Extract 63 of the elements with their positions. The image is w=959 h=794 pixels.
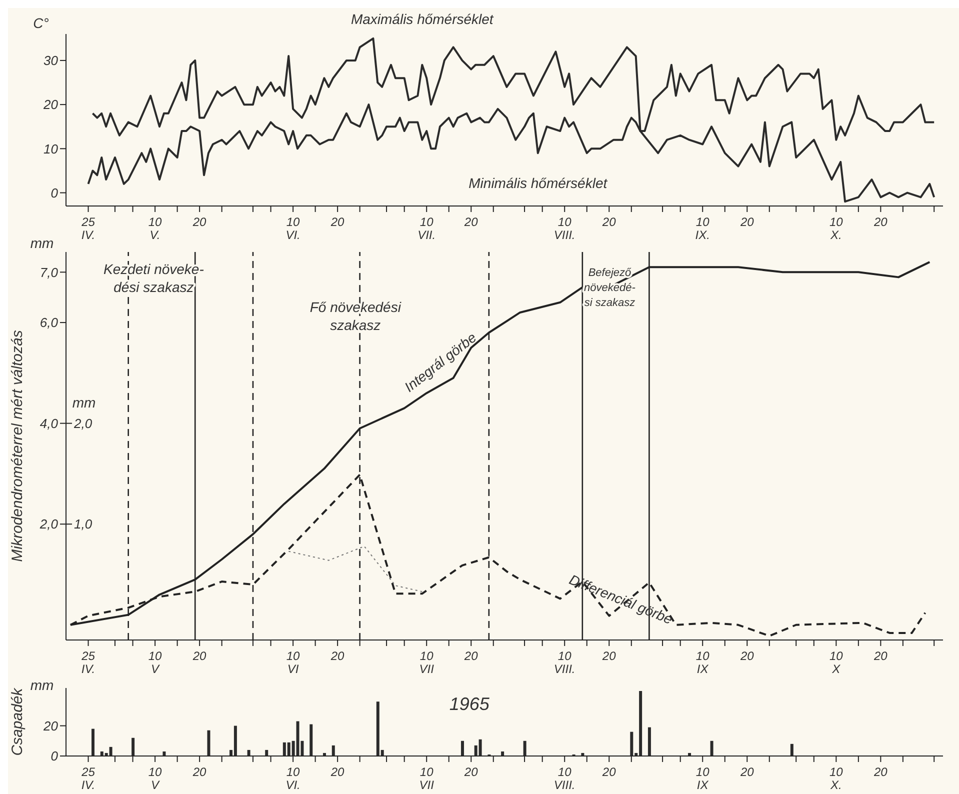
x-tick-label: 10 VI. (286, 215, 300, 242)
y-tick-label: 0 (50, 748, 59, 764)
y-tick-label: 7,0 (40, 264, 59, 280)
x-tick-label: 10 VII (419, 649, 435, 676)
text: mm (30, 677, 54, 693)
x-tick-label: 25 IV. (80, 649, 96, 676)
x-tick-label: 20 (872, 765, 888, 779)
x-tick-label: 20 (192, 765, 207, 779)
x-tick-label: 10 IX (696, 765, 710, 792)
y-axis-title: C° (33, 15, 50, 31)
x-tick-label: 25 IV. (80, 765, 96, 792)
x-tick-label: 20 (601, 765, 616, 779)
y-axis-title: Csapadék (9, 686, 26, 756)
x-tick-label: 10 X. (829, 215, 844, 242)
x-tick-label: 10 VI (286, 649, 300, 676)
y-tick-label: 6,0 (40, 315, 59, 330)
x-tick-label: 20 (463, 649, 478, 663)
x-tick-label: 10 VIII. (554, 765, 576, 792)
y2-tick-label: 1,0 (74, 516, 93, 532)
y-tick-label: 4,0 (40, 416, 59, 431)
y-tick-label: 20 (42, 97, 59, 112)
x-tick-label: 10 X (829, 649, 844, 676)
x-tick-label: 10 VIII. (554, 215, 576, 242)
y-tick-label: 20 (42, 718, 59, 734)
x-tick-label: 10 VI. (286, 765, 300, 792)
x-tick-label: 20 (872, 649, 888, 663)
y-axis-title: Mikrodendrométerrel mért változás (9, 330, 26, 562)
x-tick-label: 20 (192, 649, 207, 663)
x-tick-label: 20 (330, 649, 345, 663)
x-tick-label: 10 VIII. (554, 649, 576, 676)
x-tick-label: 20 (330, 765, 345, 779)
x-tick-label: 10 X. (829, 765, 844, 792)
annotation: Befejező növekedé- si szakasz (584, 267, 636, 309)
x-tick-label: 20 (463, 215, 478, 229)
x-tick-label: 10 VII (419, 765, 435, 792)
x-tick-label: 20 (739, 215, 754, 229)
y-tick-label: 0 (50, 185, 59, 200)
y-tick-label: 10 (44, 141, 59, 156)
series-label: Maximális hőmérséklet (350, 11, 494, 27)
x-tick-label: 20 (739, 649, 754, 663)
annotation: 1965 (449, 694, 490, 714)
text: mm (30, 235, 54, 251)
annotation: Fő növekedési szakasz (310, 299, 402, 333)
x-tick-label: 20 (601, 215, 616, 229)
y-tick-label: 30 (44, 53, 59, 68)
x-tick-label: 10 V (148, 649, 162, 676)
y2-tick-label: 2,0 (73, 416, 93, 431)
x-tick-label: 20 (330, 215, 345, 229)
x-tick-label: 10 IX (696, 649, 710, 676)
x-tick-label: 20 (872, 215, 888, 229)
x-tick-label: 10 VII. (418, 215, 436, 242)
line-series (288, 546, 423, 592)
y2-axis-title: mm (72, 394, 96, 410)
x-tick-label: 25 IV. (80, 215, 96, 242)
x-tick-label: 10 IX. (695, 215, 710, 242)
x-tick-label: 20 (739, 765, 754, 779)
x-tick-label: 10 V (148, 765, 162, 792)
x-tick-label: 20 (463, 765, 478, 779)
x-tick-label: 10 V. (148, 215, 162, 242)
x-tick-label: 20 (601, 649, 616, 663)
x-tick-label: 20 (192, 215, 207, 229)
y-tick-label: 2,0 (38, 516, 59, 532)
series-label: Minimális hőmérséklet (468, 175, 608, 191)
